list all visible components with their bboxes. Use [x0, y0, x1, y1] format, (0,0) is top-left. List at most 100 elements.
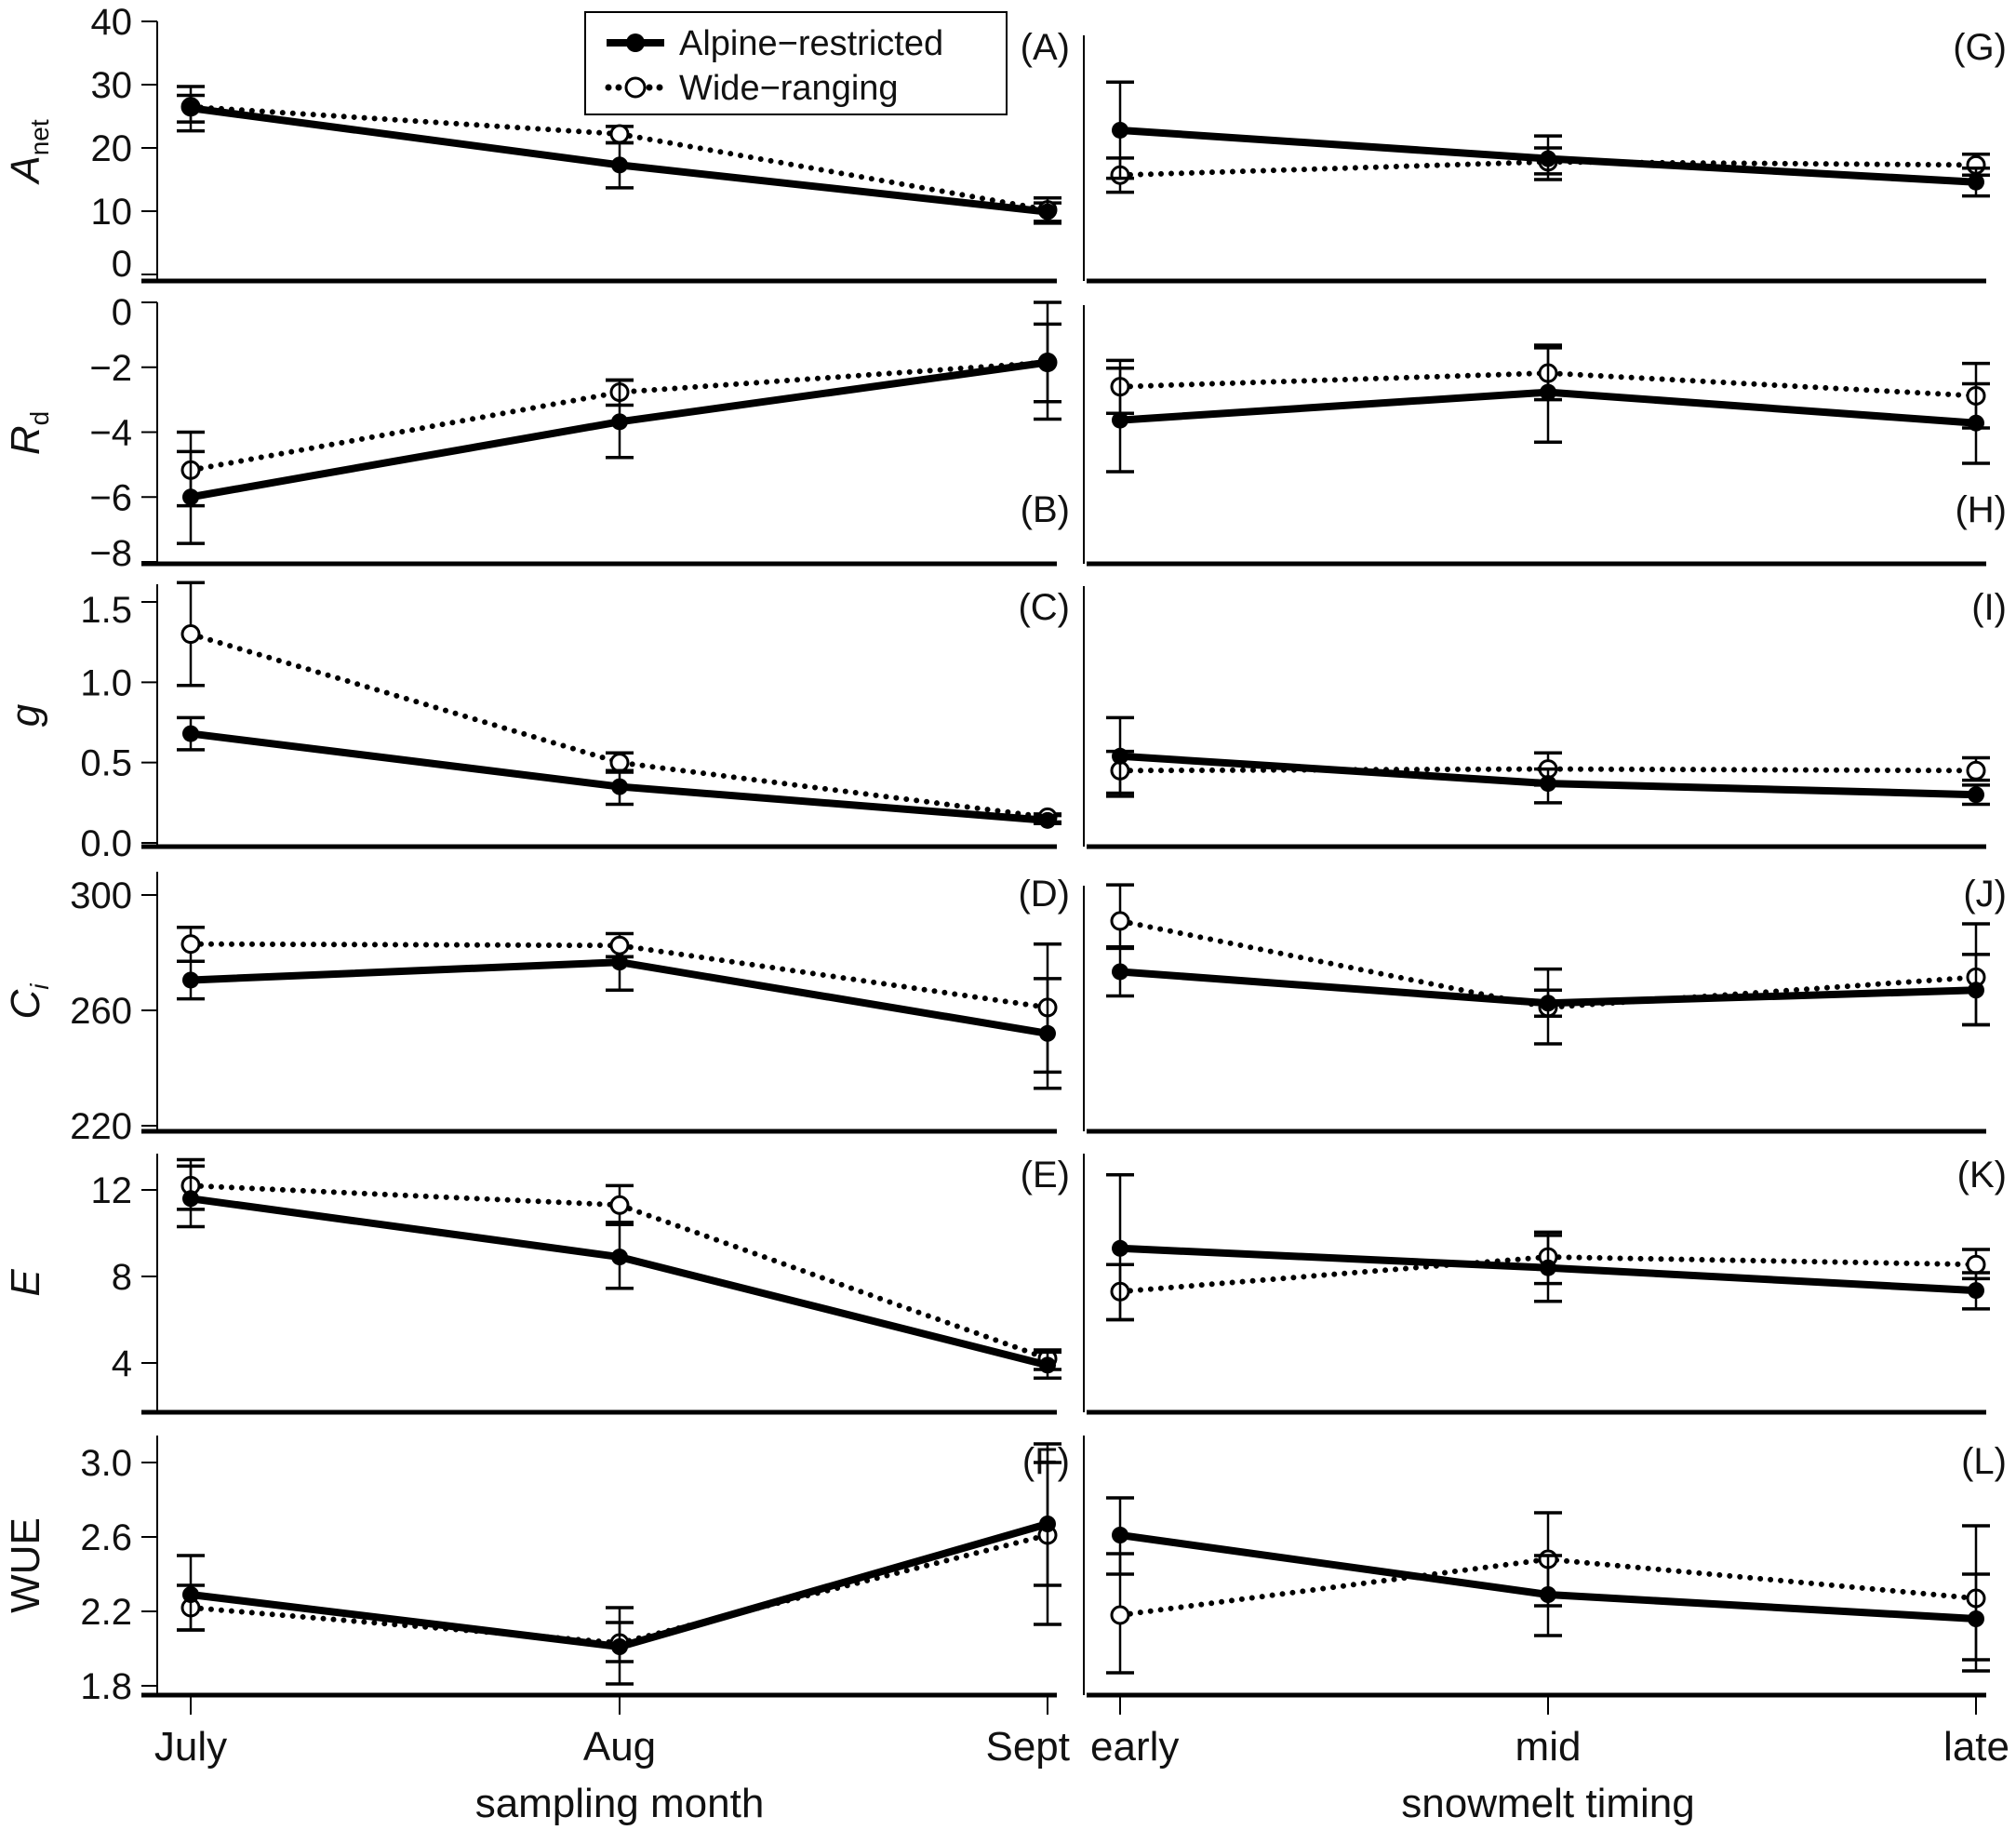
y-tick-label: −4: [89, 413, 132, 454]
y-tick-label: 12: [91, 1170, 133, 1211]
panel-b: (B): [177, 301, 1070, 545]
x-tick-label: Sept: [985, 1724, 1070, 1770]
legend-box: [584, 11, 1008, 115]
wide-point: [180, 934, 201, 955]
wide-series-line: [1117, 917, 1979, 1010]
wide-point: [1966, 760, 1986, 781]
panel-k: (K): [1106, 1155, 2007, 1322]
panel-j: (J): [1106, 874, 2007, 1046]
panel-l: (L): [1106, 1441, 2007, 1675]
y-tick-label: 40: [91, 2, 133, 43]
y-tick-label: 3.0: [80, 1443, 132, 1484]
y-tick-label: 0: [112, 292, 132, 333]
alpine-point: [182, 488, 199, 506]
alpine-point: [1540, 995, 1556, 1012]
alpine-point: [1039, 1024, 1056, 1042]
alpine-point: [1039, 811, 1056, 829]
x-tick-label: Aug: [583, 1724, 656, 1770]
alpine-point: [1112, 121, 1128, 139]
alpine-point: [1540, 775, 1556, 793]
y-tick-label: 220: [70, 1106, 132, 1147]
alpine-point: [182, 1190, 199, 1208]
panel-e: (E): [177, 1155, 1070, 1381]
panel-letter: (I): [1971, 587, 2007, 628]
alpine-point: [1968, 982, 1984, 999]
alpine-point: [1968, 1610, 1984, 1627]
y-tick-label: 4: [112, 1343, 132, 1384]
y-axis-label: Ci: [3, 983, 54, 1020]
panel-letter: (D): [1018, 874, 1070, 915]
alpine-point: [1039, 203, 1056, 220]
panel-letter: (H): [1955, 489, 2007, 530]
panel-letter: (J): [1963, 874, 2007, 915]
alpine-point: [611, 156, 628, 174]
wide-point: [1110, 1605, 1130, 1625]
panel-f: (F): [177, 1441, 1070, 1686]
y-tick-label: 300: [70, 875, 132, 916]
y-tick-label: 260: [70, 991, 132, 1032]
alpine-point: [1039, 354, 1056, 371]
panel-letter: (K): [1957, 1155, 2007, 1196]
alpine-point: [1540, 150, 1556, 167]
alpine-point: [1039, 1516, 1056, 1532]
panel-c: (C): [177, 581, 1070, 829]
y-axis-label-main: C: [3, 989, 48, 1020]
y-tick-label: 30: [91, 65, 133, 106]
legend-alpine-label: Alpine−restricted: [679, 24, 943, 63]
y-axis-label-sub: i: [25, 983, 54, 990]
alpine-point: [182, 1586, 199, 1603]
legend: Alpine−restricted Wide−ranging: [584, 11, 1008, 115]
y-tick-label: 10: [91, 192, 133, 233]
x-tick-label: early: [1090, 1724, 1179, 1770]
legend-wide-marker: [624, 76, 647, 99]
alpine-point: [611, 1249, 628, 1266]
x-tick-label: mid: [1515, 1724, 1582, 1770]
alpine-point: [1039, 1356, 1056, 1374]
x-axis-label-left: sampling month: [475, 1781, 765, 1826]
panel-letter: (L): [1961, 1441, 2007, 1482]
panel-a: (A): [177, 27, 1070, 225]
y-tick-label: 1.8: [80, 1666, 132, 1707]
alpine-point: [611, 778, 628, 795]
alpine-point: [1112, 1527, 1128, 1543]
y-axis-label-main: g: [3, 703, 48, 727]
alpine-point: [1540, 1586, 1556, 1603]
panels: Anet 0 10 20 30 40 Rd 0 −2 −4 −6 −8 g 0.0 0.5 1.0 1.5 Ci 2…: [3, 2, 2009, 1770]
alpine-point: [611, 413, 628, 431]
wide-series-line: [188, 359, 1050, 474]
y-axis-label: E: [3, 1269, 48, 1297]
y-axis-label: g: [3, 703, 48, 727]
alpine-point: [1968, 414, 1984, 432]
y-tick-label: −8: [89, 533, 132, 574]
y-axis-label: Anet: [3, 119, 54, 186]
wide-point: [609, 1195, 630, 1215]
panel-letter: (A): [1021, 27, 1070, 68]
y-tick-label: 0: [112, 244, 132, 285]
y-tick-label: −6: [89, 477, 132, 518]
alpine-point: [1968, 1282, 1984, 1300]
wide-point: [1110, 911, 1130, 931]
x-axis-label-right: snowmelt timing: [1401, 1781, 1694, 1826]
y-tick-label: 0.0: [80, 823, 132, 864]
x-tick-label: late: [1943, 1724, 2009, 1770]
panel-letter: (E): [1021, 1155, 1070, 1196]
y-axis-label-main: A: [3, 155, 48, 185]
wide-point: [609, 935, 630, 955]
y-tick-label: −2: [89, 348, 132, 389]
x-tick-label: July: [154, 1724, 227, 1770]
alpine-point: [1968, 173, 1984, 191]
alpine-point: [1112, 1239, 1128, 1257]
y-axis-label: WUE: [3, 1517, 48, 1613]
legend-wide-label: Wide−ranging: [679, 69, 899, 108]
y-tick-label: 8: [112, 1257, 132, 1298]
panel-letter: (B): [1021, 489, 1070, 530]
alpine-point: [182, 725, 199, 742]
y-axis-label: Rd: [3, 411, 54, 455]
alpine-point: [1540, 383, 1556, 401]
panel-letter: (C): [1018, 587, 1070, 628]
wide-point: [180, 624, 201, 645]
y-tick-label: 20: [91, 128, 133, 169]
alpine-point: [1112, 411, 1128, 429]
panel-i: (I): [1106, 587, 2007, 807]
